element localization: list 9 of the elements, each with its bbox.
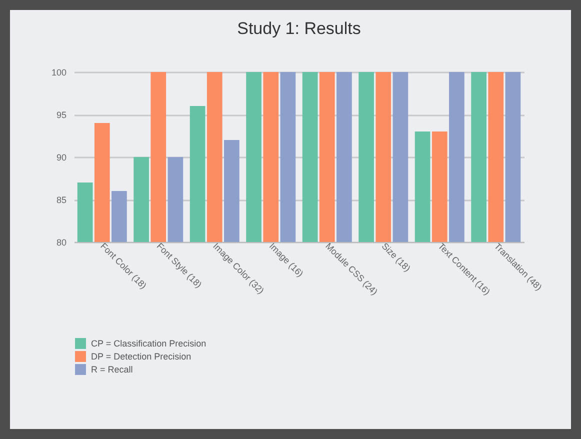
chart-title: Study 1: Results — [237, 19, 361, 38]
y-tick-label: 80 — [56, 238, 66, 248]
legend-label: R = Recall — [91, 364, 133, 374]
legend-label: CP = Classification Precision — [91, 338, 206, 348]
y-tick-label: 90 — [56, 152, 66, 162]
y-tick-label: 95 — [56, 110, 66, 120]
y-tick-label: 85 — [56, 195, 66, 205]
y-tick-label: 100 — [51, 68, 66, 78]
legend-label: DP = Detection Precision — [91, 352, 192, 362]
